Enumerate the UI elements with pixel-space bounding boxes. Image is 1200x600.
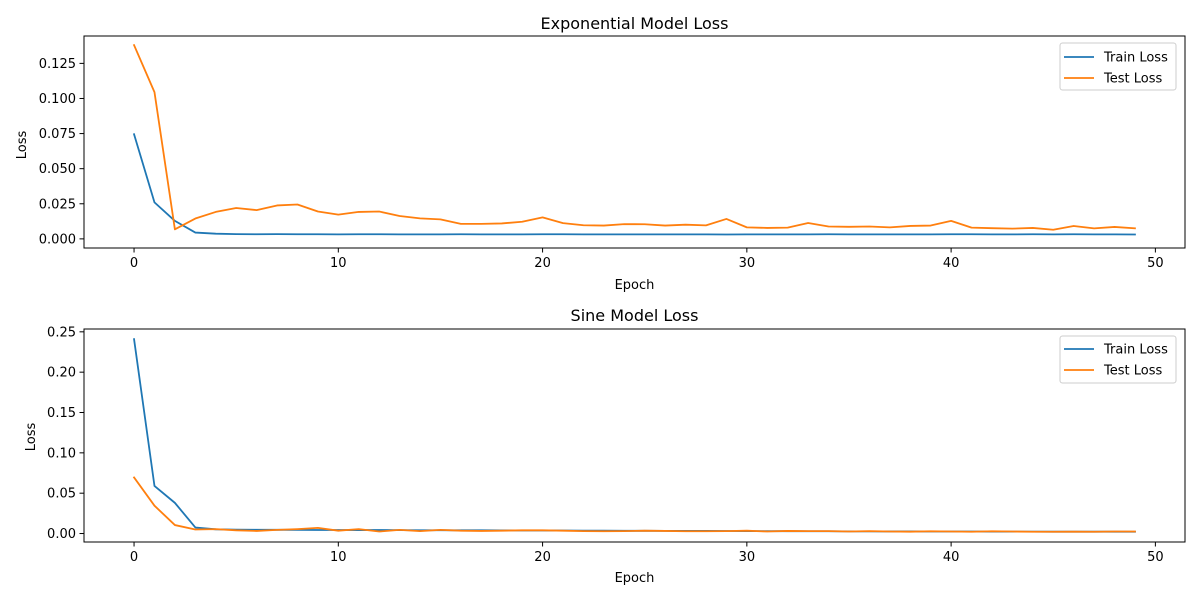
- series-line-test: [132, 43, 1136, 231]
- y-tick-label: 0.05: [47, 487, 76, 502]
- exponential-loss-chart: Exponential Model Loss Epoch Loss 0 10 20 3…: [15, 14, 1186, 293]
- legend-label-test: Test Loss: [1103, 72, 1162, 87]
- plot-area: 0 10 20 30 40 50 0.00 0.05 0.10 0.15 0.20 0.25: [47, 325, 1186, 565]
- y-axis-label: Loss: [15, 131, 30, 160]
- y-axis-label: Loss: [24, 423, 39, 452]
- x-tick-label: 30: [739, 550, 756, 565]
- x-tick-label: 40: [943, 550, 960, 565]
- y-tick-label: 0.050: [39, 162, 76, 177]
- y-tick-label: 0.10: [47, 446, 76, 461]
- x-tick-label: 20: [534, 256, 551, 271]
- x-tick-label: 40: [943, 256, 960, 271]
- y-tick-label: 0.100: [39, 92, 76, 107]
- x-tick-label: 10: [330, 256, 347, 271]
- series-line-train: [133, 338, 1136, 533]
- legend-label-train: Train Loss: [1103, 343, 1168, 358]
- axes-frame: [83, 328, 1186, 543]
- y-tick-label: 0.000: [39, 232, 76, 247]
- series-line-train: [132, 133, 1136, 236]
- chart-title: Exponential Model Loss: [541, 14, 729, 33]
- x-tick-label: 0: [130, 550, 138, 565]
- x-tick-label: 30: [739, 256, 756, 271]
- x-axis-label: Epoch: [615, 278, 655, 293]
- axes-frame: [83, 35, 1186, 249]
- y-tick-label: 0.20: [47, 366, 76, 381]
- x-tick-label: 20: [534, 550, 551, 565]
- x-tick-label: 50: [1147, 550, 1164, 565]
- legend-label-train: Train Loss: [1103, 51, 1168, 66]
- y-tick-label: 0.15: [47, 406, 76, 421]
- y-tick-label: 0.075: [39, 127, 76, 142]
- sine-loss-chart: Sine Model Loss Epoch Loss 0 10 20 30 40 50 0.…: [24, 306, 1186, 586]
- plot-area: 0 10 20 30 40 50 0.000 0.025 0.050 0.075 0.100 0.12…: [39, 35, 1186, 271]
- legend-label-test: Test Loss: [1103, 364, 1162, 379]
- legend: Train Loss Test Loss: [1059, 42, 1177, 91]
- y-tick-label: 0.25: [47, 325, 76, 340]
- y-tick-label: 0.00: [47, 527, 76, 542]
- legend: Train Loss Test Loss: [1059, 335, 1177, 384]
- chart-title: Sine Model Loss: [571, 306, 699, 325]
- x-tick-label: 0: [130, 256, 138, 271]
- y-tick-label: 0.125: [39, 57, 76, 72]
- x-tick-label: 10: [330, 550, 347, 565]
- y-tick-label: 0.025: [39, 197, 76, 212]
- legend-box: [1059, 335, 1177, 384]
- series-line-test: [132, 476, 1136, 533]
- x-tick-label: 50: [1147, 256, 1164, 271]
- x-axis-label: Epoch: [615, 571, 655, 586]
